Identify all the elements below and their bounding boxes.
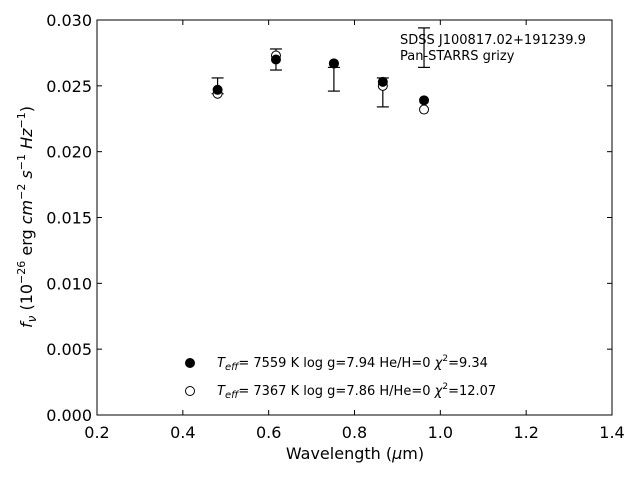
legend-label-2: Teff= 7367 K log g=7.86 H/He=0 χ2=12.07 bbox=[217, 382, 496, 401]
model-point-filled bbox=[377, 76, 388, 87]
model-point-filled bbox=[419, 95, 430, 106]
axis-ticks: 0.2 0.4 0.6 0.8 1.0 1.2 1.4 0.000 0.005 0.010 0.01… bbox=[46, 11, 625, 442]
x-tick-label: 1.0 bbox=[428, 423, 453, 442]
y-tick-label: 0.015 bbox=[46, 209, 92, 228]
model-point-filled bbox=[212, 84, 223, 95]
model-point-open bbox=[419, 104, 430, 115]
x-tick-label: 0.6 bbox=[256, 423, 281, 442]
x-tick-label: 0.4 bbox=[170, 423, 195, 442]
data-points bbox=[212, 50, 430, 115]
x-axis-label: Wavelength (μm) bbox=[286, 444, 424, 463]
y-tick-label: 0.000 bbox=[46, 406, 92, 425]
y-tick-label: 0.005 bbox=[46, 340, 92, 359]
model-point-filled bbox=[270, 54, 281, 65]
x-tick-label: 0.8 bbox=[342, 423, 367, 442]
x-tick-label: 1.2 bbox=[513, 423, 538, 442]
model-point-filled bbox=[328, 58, 339, 69]
x-tick-label: 1.4 bbox=[599, 423, 624, 442]
legend: Teff= 7559 K log g=7.94 He/H=0 χ2=9.34 T… bbox=[185, 354, 496, 401]
plot-frame bbox=[96, 19, 613, 416]
y-tick-label: 0.030 bbox=[46, 11, 92, 30]
annotation-survey: Pan-STARRS grizy bbox=[400, 49, 515, 64]
legend-marker-filled bbox=[185, 358, 195, 368]
legend-marker-open bbox=[185, 386, 195, 396]
y-axis-label: fν (10−26 erg cm−2 s−1 Hz−1) bbox=[15, 106, 39, 328]
y-tick-label: 0.010 bbox=[46, 274, 92, 293]
annotation-object-name: SDSS J100817.02+191239.9 bbox=[400, 33, 586, 48]
y-tick-label: 0.020 bbox=[46, 143, 92, 162]
legend-label-1: Teff= 7559 K log g=7.94 He/H=0 χ2=9.34 bbox=[217, 354, 488, 373]
x-tick-label: 0.2 bbox=[84, 423, 109, 442]
y-tick-label: 0.025 bbox=[46, 77, 92, 96]
